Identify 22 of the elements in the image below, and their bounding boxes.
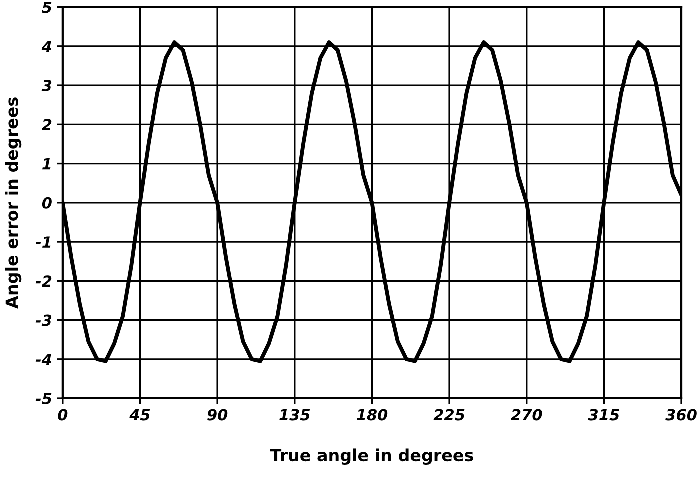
- y-tick-label: 1: [42, 158, 51, 170]
- x-tick-label: 180: [356, 409, 388, 421]
- y-tick-label: 0: [42, 197, 52, 209]
- y-tick-label: 5: [42, 2, 52, 14]
- y-tick-label: -1: [36, 236, 51, 248]
- y-tick-label: 3: [42, 80, 52, 92]
- x-tick-label: 45: [130, 409, 150, 421]
- x-axis-title: True angle in degrees: [270, 448, 474, 465]
- y-tick-label: -3: [36, 314, 52, 326]
- x-tick-label: 0: [58, 409, 68, 421]
- y-tick-label: -5: [36, 393, 52, 405]
- x-tick-label: 270: [511, 409, 542, 421]
- y-tick-label: -2: [36, 276, 52, 287]
- y-tick-label: 2: [42, 119, 52, 130]
- y-axis-title: Angle error in degrees: [5, 98, 22, 309]
- x-tick-label: 135: [280, 409, 310, 421]
- x-tick-label: 90: [208, 409, 228, 421]
- x-tick-label: 225: [434, 409, 465, 421]
- x-tick-label: 360: [666, 409, 697, 421]
- y-tick-label: -4: [36, 354, 52, 366]
- y-tick-label: 4: [42, 41, 52, 52]
- x-tick-label: 315: [588, 409, 620, 421]
